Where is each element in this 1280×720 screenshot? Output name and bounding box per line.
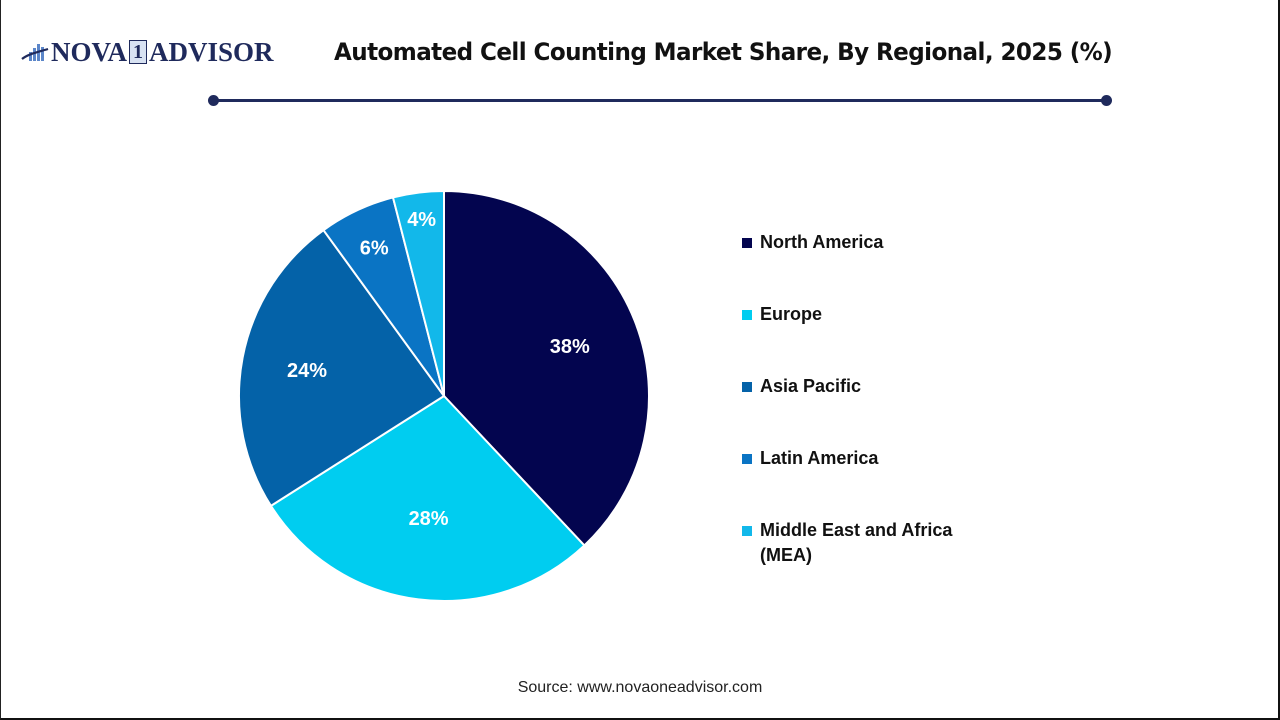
legend-label: Latin America xyxy=(760,448,879,468)
legend-label: Middle East and Africa (MEA) xyxy=(760,520,953,565)
logo-one-box: 1 xyxy=(129,40,148,64)
pie-slice xyxy=(443,189,650,547)
legend-label: Europe xyxy=(760,304,823,324)
slice-value-label: 38% xyxy=(550,336,590,358)
logo-text-advisor: ADVISOR xyxy=(149,36,274,67)
brand-logo: NOVA 1 ADVISOR xyxy=(20,36,274,68)
slice-value-label: 24% xyxy=(287,360,327,382)
pie-slice xyxy=(391,189,445,397)
legend-item: Latin America xyxy=(742,446,1022,471)
source-note: Source: www.novaoneadvisor.com xyxy=(517,679,763,696)
legend-swatch-icon xyxy=(742,382,752,392)
legend-label: Asia Pacific xyxy=(760,376,862,396)
logo-text-nova: NOVA xyxy=(51,36,128,67)
pie-slice xyxy=(269,394,586,602)
legend-swatch-icon xyxy=(742,526,752,536)
legend-item: Middle East and Africa (MEA) xyxy=(742,518,1022,568)
slice-value-label: 6% xyxy=(360,238,389,260)
legend-swatch-icon xyxy=(742,238,752,248)
legend-item: Europe xyxy=(742,302,1022,327)
legend-item: Asia Pacific xyxy=(742,374,1022,399)
chart-title: Automated Cell Counting Market Share, By… xyxy=(334,38,1113,66)
legend-swatch-icon xyxy=(742,310,752,320)
bar-chart-logo-icon xyxy=(21,44,49,61)
legend-swatch-icon xyxy=(742,454,752,464)
slice-value-label: 28% xyxy=(409,508,449,530)
divider-endpoint-right xyxy=(1101,95,1112,106)
pie-slice xyxy=(238,228,446,508)
legend-label: North America xyxy=(760,232,884,252)
legend-item: North America xyxy=(742,230,1022,255)
slice-value-label: 4% xyxy=(407,209,436,231)
title-divider xyxy=(213,99,1107,102)
divider-endpoint-left xyxy=(208,95,219,106)
